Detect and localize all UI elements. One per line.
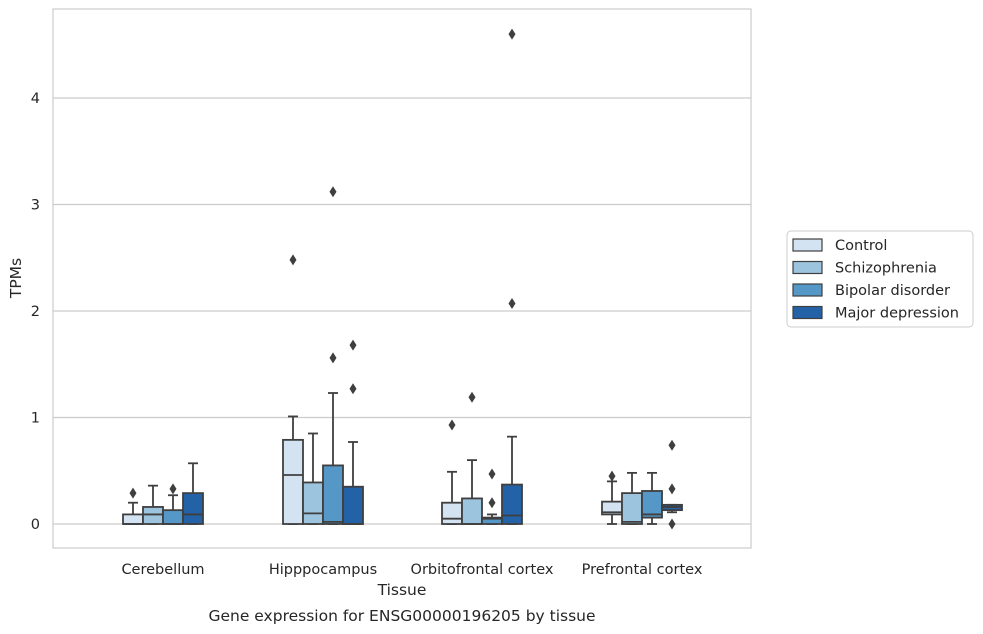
box-major-depression <box>182 462 204 525</box>
outlier-point <box>608 470 616 482</box>
legend-entry-label: Control <box>835 238 887 254</box>
y-axis-label: TPMs <box>7 258 25 299</box>
x-tick-labels: Cerebellum Hipppocampus Orbitofrontal cort… <box>121 562 702 578</box>
box-schizophrenia <box>621 471 643 525</box>
plot-frame <box>52 8 752 549</box>
y-tick-label: 3 <box>31 198 40 214</box>
box-iqr <box>322 464 344 525</box>
plot-area <box>53 9 751 548</box>
box-iqr <box>501 483 523 525</box>
legend-swatch <box>792 260 823 275</box>
box-iqr <box>621 492 643 525</box>
outlier-point <box>668 518 676 530</box>
y-tick-label: 2 <box>31 304 40 320</box>
box-iqr <box>302 481 324 525</box>
legend-swatch <box>792 238 823 252</box>
outlier-point <box>349 383 357 395</box>
outlier-point <box>468 391 476 403</box>
outlier-point <box>329 352 337 364</box>
legend-entry-label: Major depression <box>835 306 959 322</box>
legend: Control Schizophrenia Bipolar disorder Majo… <box>786 230 974 328</box>
outlier-point <box>488 497 496 509</box>
y-tick-label: 1 <box>31 411 40 427</box>
x-tick-label: Hipppocampus <box>269 562 377 578</box>
x-tick-label: Prefrontal cortex <box>582 562 703 578</box>
chart-title: Gene expression for ENSG00000196205 by t… <box>208 607 595 625</box>
box-iqr <box>282 438 304 525</box>
box-schizophrenia <box>302 432 324 525</box>
box-iqr <box>182 492 204 525</box>
outlier-point <box>508 28 516 40</box>
outlier-point <box>508 298 516 310</box>
box-iqr <box>162 509 184 525</box>
outlier-point <box>129 487 137 499</box>
box-iqr <box>122 513 144 525</box>
box-bipolar-disorder <box>162 483 184 525</box>
outlier-point <box>448 419 456 431</box>
legend-frame <box>786 230 974 328</box>
outlier-point <box>488 468 496 480</box>
y-tick-label: 4 <box>31 91 40 107</box>
box-major-depression <box>501 28 523 525</box>
legend-entry-label: Bipolar disorder <box>835 283 950 299</box>
box-iqr <box>441 501 463 525</box>
outlier-point <box>668 439 676 451</box>
outlier-point <box>329 186 337 198</box>
box-major-depression <box>661 439 683 530</box>
outlier-point <box>289 254 297 266</box>
box-iqr <box>461 497 483 525</box>
legend-swatch <box>792 305 823 320</box>
box-control <box>601 470 623 525</box>
outlier-point <box>169 483 177 495</box>
legend-swatch <box>792 283 823 297</box>
outlier-point <box>668 483 676 495</box>
x-tick-label: Orbitofrontal cortex <box>411 562 554 578</box>
box-iqr <box>342 485 364 525</box>
x-tick-label: Cerebellum <box>121 562 204 578</box>
y-tick-labels: 0 1 2 3 4 <box>31 91 40 533</box>
x-axis-label: Tissue <box>377 581 427 599</box>
box-bipolar-disorder <box>322 186 344 525</box>
box-major-depression <box>342 339 364 525</box>
y-tick-label: 0 <box>31 517 40 533</box>
box-iqr <box>142 506 164 525</box>
outlier-point <box>349 339 357 351</box>
box-groups <box>122 28 683 530</box>
legend-entry-label: Schizophrenia <box>835 261 937 277</box>
box-schizophrenia <box>461 391 483 525</box>
